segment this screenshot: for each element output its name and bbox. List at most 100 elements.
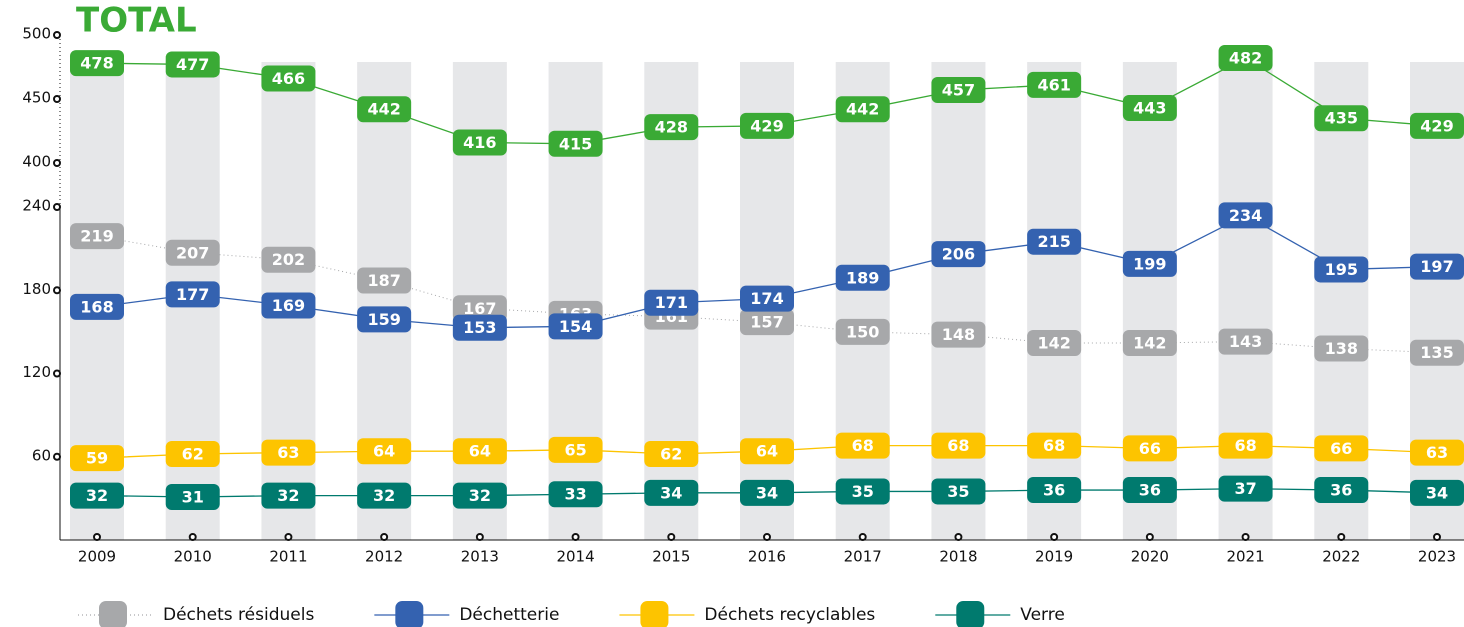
x-tick-label: 2021 (1226, 548, 1264, 566)
x-tick (1050, 533, 1059, 541)
x-tick-label: 2019 (1035, 548, 1073, 566)
value-label-box (644, 114, 699, 141)
value-label: 36 (1330, 481, 1352, 500)
y-tick (53, 159, 61, 167)
value-label: 202 (272, 250, 305, 269)
value-label: 34 (756, 483, 778, 502)
value-label: 148 (942, 325, 975, 344)
value-label: 150 (846, 322, 879, 341)
x-tick (954, 533, 963, 541)
value-label: 68 (1234, 436, 1256, 455)
x-tick-label: 2010 (174, 548, 212, 566)
value-label-box (452, 438, 507, 465)
x-tick-label: 2013 (461, 548, 499, 566)
value-label: 207 (176, 243, 209, 262)
value-label: 415 (559, 134, 592, 153)
value-label-box (1218, 202, 1273, 229)
value-label: 169 (272, 296, 305, 315)
value-label-box (357, 267, 412, 294)
value-label: 64 (373, 442, 395, 461)
value-label-box (1027, 477, 1082, 504)
value-label: 177 (176, 285, 209, 304)
legend-label: Verre (1020, 605, 1065, 625)
value-label: 68 (947, 436, 969, 455)
value-label: 171 (655, 293, 688, 312)
value-label-box (1314, 256, 1369, 283)
column-band (1218, 62, 1273, 540)
value-label-box (165, 51, 220, 78)
value-label-box (261, 482, 316, 509)
legend-swatch (640, 601, 669, 627)
value-label-box (261, 246, 316, 273)
x-tick-label: 2016 (748, 548, 786, 566)
value-label-box (1218, 45, 1273, 72)
value-label: 64 (756, 442, 778, 461)
y-tick-label: 120 (22, 363, 51, 381)
x-tick (1241, 533, 1250, 541)
x-tick-label: 2015 (652, 548, 690, 566)
value-label: 195 (1325, 260, 1358, 279)
value-label: 215 (1037, 232, 1070, 251)
value-label: 32 (373, 486, 395, 505)
value-label-box (548, 313, 603, 340)
value-label: 64 (469, 442, 491, 461)
value-label: 142 (1133, 333, 1166, 352)
value-label: 62 (182, 444, 204, 463)
y-tick (53, 369, 61, 378)
x-tick-label: 2020 (1131, 548, 1169, 566)
value-label: 477 (176, 55, 209, 74)
value-label-box (452, 129, 507, 156)
value-label-box (1314, 435, 1369, 462)
value-label-box (357, 482, 412, 509)
value-label-box (548, 436, 603, 463)
value-label: 32 (469, 486, 491, 505)
value-label-box (931, 432, 986, 459)
value-label-box (261, 292, 316, 319)
x-tick-label: 2023 (1418, 548, 1456, 566)
value-label: 142 (1037, 333, 1070, 352)
value-label: 157 (750, 313, 783, 332)
value-label-box (644, 289, 699, 316)
value-label-box (70, 223, 124, 250)
value-label: 62 (660, 444, 682, 463)
value-label: 63 (1426, 443, 1448, 462)
x-tick (284, 533, 293, 541)
value-label-box (1314, 335, 1369, 362)
value-label-box (644, 479, 699, 506)
value-label-box (357, 438, 412, 465)
x-tick-label: 2018 (939, 548, 977, 566)
value-label-box (835, 432, 890, 459)
value-label-box (740, 285, 794, 312)
value-label: 65 (564, 440, 586, 459)
value-label: 429 (1420, 116, 1453, 135)
value-label: 234 (1229, 206, 1262, 225)
value-label-box (835, 478, 890, 505)
value-label: 187 (367, 271, 400, 290)
legend-swatch (395, 601, 424, 627)
value-label-box (1218, 328, 1273, 355)
value-label: 63 (277, 443, 299, 462)
column-band (1122, 62, 1177, 540)
value-label: 482 (1229, 49, 1262, 68)
x-tick (858, 533, 867, 541)
value-label-box (70, 445, 124, 472)
value-label: 478 (80, 54, 113, 73)
value-label-box (165, 281, 220, 308)
value-label-box (1027, 329, 1082, 356)
x-tick-label: 2017 (844, 548, 882, 566)
value-label: 32 (277, 486, 299, 505)
value-label: 435 (1325, 109, 1358, 128)
value-label: 174 (750, 289, 783, 308)
x-tick (475, 533, 484, 541)
value-label-box (548, 481, 603, 508)
value-label-box (1122, 329, 1177, 356)
column-band (357, 62, 412, 540)
value-label-box (1027, 71, 1082, 98)
value-label-box (261, 439, 316, 466)
value-label-box (1410, 479, 1464, 506)
x-tick (763, 533, 771, 541)
value-label-box (835, 96, 890, 123)
value-label: 168 (80, 297, 113, 316)
column-band (1027, 62, 1082, 540)
